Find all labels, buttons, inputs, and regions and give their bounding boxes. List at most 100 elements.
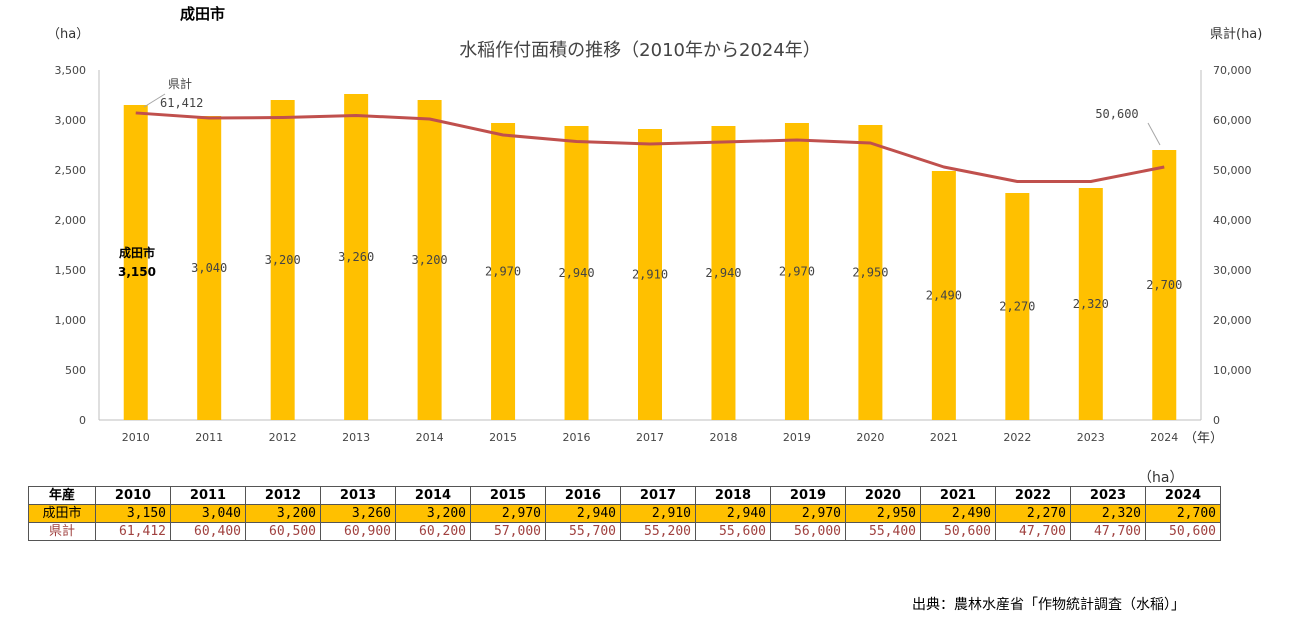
right-tick-label: 10,000 — [1213, 364, 1252, 377]
table-cell: 2,320 — [1070, 504, 1146, 523]
table-header-year: 2019 — [770, 486, 846, 505]
right-tick-label: 60,000 — [1213, 114, 1252, 127]
pref-first-name: 県計 — [168, 76, 192, 91]
table-row-pref: 県計 61,412 60,400 60,500 60,900 60,200 57,000 5… — [28, 522, 1221, 541]
table-cell: 55,400 — [845, 522, 921, 541]
table-header-year: 2011 — [170, 486, 246, 505]
table-cell: 50,600 — [1145, 522, 1221, 541]
left-tick-label: 3,500 — [55, 64, 87, 77]
bar — [270, 100, 295, 420]
table-cell: 3,150 — [95, 504, 171, 523]
bar — [858, 125, 883, 420]
x-tick-label: 2010 — [122, 431, 150, 444]
bar-data-label: 3,040 — [191, 261, 227, 275]
table-cell: 2,950 — [845, 504, 921, 523]
table-header-row: 年産 2010 2011 2012 2013 2014 2015 2016 2017 2018 2… — [28, 486, 1221, 505]
left-tick-label: 1,000 — [55, 314, 87, 327]
table-cell: 3,200 — [245, 504, 321, 523]
left-tick-label: 2,000 — [55, 214, 87, 227]
bar-data-label: 2,970 — [779, 265, 815, 279]
table-header-year: 2020 — [845, 486, 921, 505]
table-header-year: 2012 — [245, 486, 321, 505]
left-axis-unit: （ha） — [47, 27, 89, 42]
table-cell: 55,700 — [545, 522, 621, 541]
x-tick-label: 2019 — [783, 431, 811, 444]
x-tick-label: 2022 — [1003, 431, 1031, 444]
table-cell: 2,940 — [545, 504, 621, 523]
line-series — [135, 111, 1165, 183]
table-header-year: 2018 — [695, 486, 771, 505]
pref-first-value: 61,412 — [160, 96, 203, 110]
bar-data-label: 2,490 — [926, 289, 962, 303]
table-cell: 55,200 — [620, 522, 696, 541]
left-tick-label: 3,000 — [55, 114, 87, 127]
table-header-year: 2010 — [95, 486, 171, 505]
right-axis-unit: 県計(ha) — [1210, 26, 1262, 42]
bar — [638, 129, 662, 420]
table-cell: 2,270 — [995, 504, 1071, 523]
left-tick-label: 500 — [65, 364, 86, 377]
table-header-year: 2024 — [1145, 486, 1221, 505]
table-cell: 2,940 — [695, 504, 771, 523]
bar — [197, 116, 222, 420]
pref-first-leader — [143, 93, 166, 108]
x-tick-label: 2018 — [709, 431, 737, 444]
table-cell: 2,490 — [920, 504, 996, 523]
table-cell: 50,600 — [920, 522, 996, 541]
bar-data-label: 2,270 — [999, 300, 1035, 314]
x-tick-label: 2011 — [195, 431, 223, 444]
bar-data-labels: 3,040 3,200 3,260 3,200 2,970 2,940 2,910 2,940… — [191, 250, 1182, 314]
table-cell: 60,500 — [245, 522, 321, 541]
chart-title: 水稲作付面積の推移（2010年から2024年） — [459, 40, 821, 61]
source-note: 出典：農林水産省「作物統計調査（水稲）」 — [912, 597, 1185, 613]
right-tick-label: 50,000 — [1213, 164, 1252, 177]
pref-last-value: 50,600 — [1095, 107, 1138, 121]
table-header-year: 2014 — [395, 486, 471, 505]
table-cell: 60,200 — [395, 522, 471, 541]
table-cell: 47,700 — [1070, 522, 1146, 541]
bar — [344, 94, 369, 420]
table-header-year: 2023 — [1070, 486, 1146, 505]
table-header-year: 2021 — [920, 486, 996, 505]
table-cell: 2,970 — [770, 504, 846, 523]
left-tick-labels: 0 500 1,000 1,500 2,000 2,500 3,000 3,500 — [55, 64, 87, 427]
x-axis-unit: （年） — [1184, 431, 1223, 446]
x-tick-label: 2016 — [563, 431, 591, 444]
table-cell: 3,200 — [395, 504, 471, 523]
table-cell: 3,040 — [170, 504, 246, 523]
city-first-name: 成田市 — [119, 245, 155, 260]
bar-data-label: 2,970 — [485, 265, 521, 279]
table-header-year: 2022 — [995, 486, 1071, 505]
x-tick-label: 2020 — [856, 431, 884, 444]
table-header-year: 2015 — [470, 486, 546, 505]
table-cell: 61,412 — [95, 522, 171, 541]
bar-data-label: 2,950 — [852, 266, 888, 280]
right-tick-labels: 0 10,000 20,000 30,000 40,000 50,000 60,000 70,… — [1213, 64, 1252, 427]
bar — [784, 123, 809, 420]
table-cell: 60,900 — [320, 522, 396, 541]
table-row-label: 県計 — [28, 522, 96, 541]
bar-data-label: 3,200 — [412, 253, 448, 267]
bar-data-label: 2,940 — [705, 266, 741, 280]
area-title: 成田市 — [180, 5, 225, 23]
bar — [1152, 150, 1177, 420]
table-cell: 60,400 — [170, 522, 246, 541]
bar-data-label: 2,940 — [558, 266, 594, 280]
x-tick-label: 2024 — [1150, 431, 1178, 444]
table-cell: 2,910 — [620, 504, 696, 523]
bar — [564, 126, 589, 420]
bar — [491, 123, 516, 420]
bar — [1078, 188, 1103, 420]
right-tick-label: 30,000 — [1213, 264, 1252, 277]
x-tick-label: 2014 — [416, 431, 444, 444]
bar — [417, 100, 442, 420]
table-header-year: 2013 — [320, 486, 396, 505]
left-tick-label: 1,500 — [55, 264, 87, 277]
left-tick-label: 0 — [79, 414, 86, 427]
table-cell: 47,700 — [995, 522, 1071, 541]
bar — [711, 126, 736, 420]
table-cell: 3,260 — [320, 504, 396, 523]
bar-data-label: 3,200 — [265, 253, 301, 267]
pref-last-leader — [1147, 122, 1161, 146]
right-tick-label: 0 — [1213, 414, 1220, 427]
